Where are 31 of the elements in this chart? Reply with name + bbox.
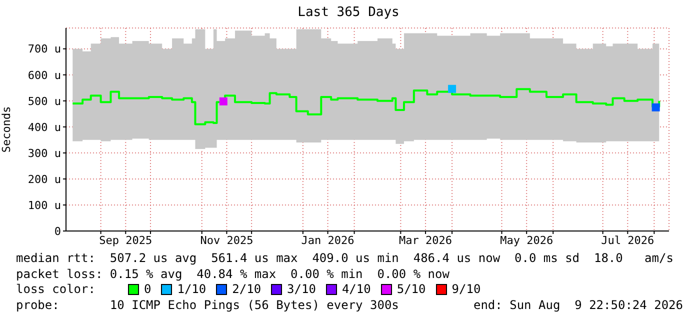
legend-label: 1/10: [177, 282, 206, 298]
text: packet loss: 0.15 % avg 40.84 % max 0.00 % min 0.00 % now: [16, 266, 450, 282]
y-tick-label: 100 u: [28, 198, 61, 212]
legend-label: 5/10: [396, 282, 426, 298]
x-tick-label: Sep 2025: [99, 234, 152, 247]
text: probe: 10 ICMP Echo Pings (56 Bytes) every 300s: [16, 298, 399, 313]
text: end: Sun Aug 9 22:50:24 2026: [473, 298, 683, 313]
legend-label: 9/10: [452, 282, 481, 298]
y-tick-label: 500 u: [28, 94, 61, 108]
point: [652, 103, 660, 112]
x-tick-label: Nov 2025: [200, 234, 254, 247]
y-tick-label: 400 u: [28, 120, 61, 134]
x-tick-label: Jan 2026: [301, 234, 354, 247]
chart-title: Last 365 Days: [296, 4, 400, 22]
legend-label: 3/10: [287, 282, 316, 298]
point: [219, 97, 228, 106]
y-tick-label: 600 u: [28, 68, 61, 82]
legend-title: loss color:: [16, 282, 96, 298]
x-tick-label: Jul 2026: [601, 234, 654, 247]
point: [448, 84, 456, 93]
y-tick-label: 700 u: [28, 42, 61, 56]
x-tick-label: Mar 2026: [399, 234, 452, 247]
legend-label: 2/10: [232, 282, 262, 298]
legend-label: 0: [144, 282, 152, 298]
x-tick-label: May 2026: [500, 234, 554, 247]
y-axis-title: Seconds: [0, 106, 13, 153]
y-tick-label: 200 u: [28, 172, 61, 186]
y-tick-label: 0: [54, 224, 61, 238]
text: median rtt: 507.2 us avg 561.4 us max 409.0 us min 486.4 us now 0.0 ms sd 18.0 am/s: [16, 251, 674, 266]
y-tick-label: 300 u: [28, 146, 61, 160]
legend-label: 4/10: [342, 282, 371, 298]
